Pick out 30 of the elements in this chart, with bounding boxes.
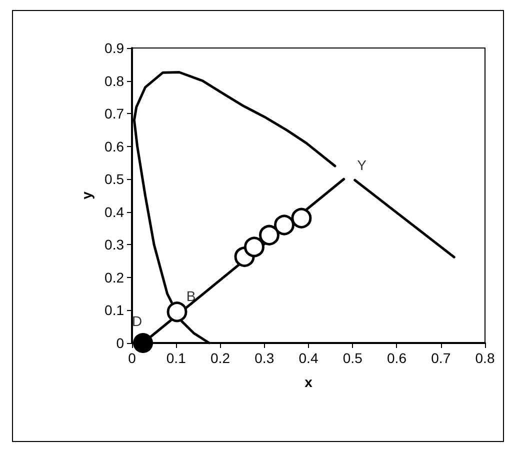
x-tick-label: 0 xyxy=(128,350,136,366)
point xyxy=(291,208,312,228)
point xyxy=(274,214,294,236)
y-tick-label: 0.7 xyxy=(104,106,124,122)
x-tick-label: 0.5 xyxy=(342,350,363,366)
y-tick-label: 0.8 xyxy=(104,72,124,89)
x-tick-label: 0.6 xyxy=(387,350,407,366)
y-tick-label: 0.9 xyxy=(104,40,124,56)
x-tick-label: 0.3 xyxy=(254,350,274,366)
y-tick-label: 0.4 xyxy=(104,204,124,220)
x-tick-label: 0.8 xyxy=(475,350,495,366)
x-tick-label: 0.4 xyxy=(298,350,318,366)
y-tick-label: 0.1 xyxy=(104,302,124,318)
y-tick-label: 0.2 xyxy=(104,269,124,286)
y-axis-title: y xyxy=(78,191,95,200)
x-tick-label: 0.2 xyxy=(210,350,230,366)
x-tick-label: 0.7 xyxy=(431,350,451,366)
annotation: Y xyxy=(357,157,368,174)
point xyxy=(244,236,264,258)
x-tick-label: 0.1 xyxy=(166,350,186,366)
y-tick-label: 0.3 xyxy=(104,236,124,253)
point xyxy=(258,224,280,246)
annotation: B xyxy=(186,288,196,304)
annotation: D xyxy=(132,313,142,329)
y-tick-label: 0 xyxy=(116,335,124,351)
y-tick-label: 0.5 xyxy=(104,171,124,188)
y-tick-label: 0.6 xyxy=(104,138,124,154)
point xyxy=(133,333,154,353)
x-axis-title: x xyxy=(304,374,313,390)
point xyxy=(166,302,188,322)
